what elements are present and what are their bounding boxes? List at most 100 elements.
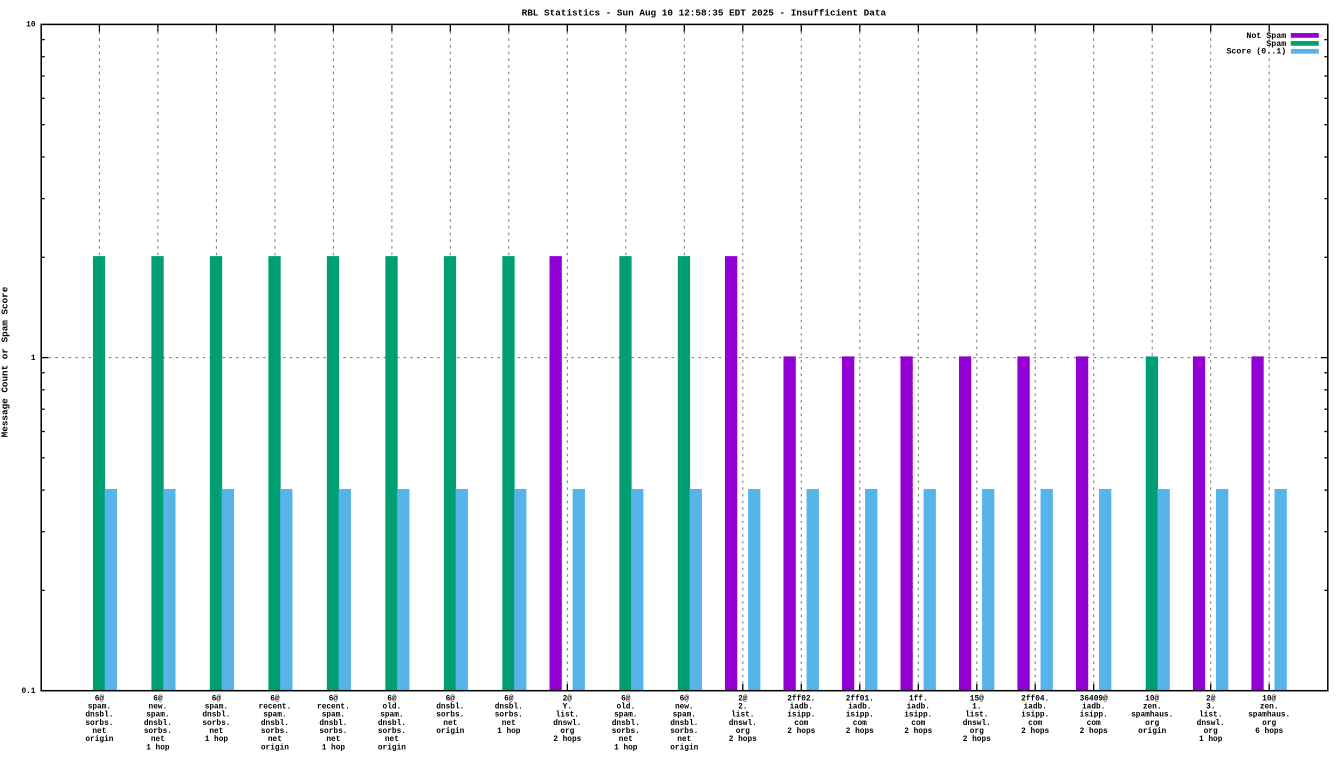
svg-text:isipp.: isipp. bbox=[904, 712, 932, 720]
svg-text:recent.: recent. bbox=[317, 704, 350, 712]
svg-text:1.: 1. bbox=[972, 704, 981, 712]
svg-text:1 hop: 1 hop bbox=[1199, 736, 1223, 744]
svg-text:dnsbl.: dnsbl. bbox=[144, 720, 172, 728]
svg-text:dnsbl.: dnsbl. bbox=[319, 720, 347, 728]
svg-text:sorbs.: sorbs. bbox=[612, 728, 640, 736]
svg-text:dnswl.: dnswl. bbox=[1197, 720, 1225, 728]
svg-text:6@: 6@ bbox=[270, 695, 280, 703]
svg-text:1 hop: 1 hop bbox=[322, 744, 346, 752]
svg-text:com: com bbox=[853, 720, 867, 728]
svg-text:iadb.: iadb. bbox=[790, 704, 813, 712]
svg-text:origin: origin bbox=[1138, 728, 1166, 736]
svg-text:dnsbl.: dnsbl. bbox=[612, 720, 640, 728]
svg-text:dnsbl.: dnsbl. bbox=[670, 720, 698, 728]
svg-text:spam.: spam. bbox=[88, 704, 111, 712]
svg-text:Score (0..1): Score (0..1) bbox=[1226, 47, 1286, 57]
svg-text:6@: 6@ bbox=[212, 695, 222, 703]
svg-text:net: net bbox=[209, 728, 223, 736]
svg-text:Message Count or Spam Score: Message Count or Spam Score bbox=[0, 286, 11, 437]
svg-text:new.: new. bbox=[149, 704, 168, 712]
svg-text:6@: 6@ bbox=[153, 695, 163, 703]
svg-text:dnsbl.: dnsbl. bbox=[261, 720, 289, 728]
svg-text:list.: list. bbox=[556, 712, 579, 720]
svg-text:iadb.: iadb. bbox=[1082, 704, 1105, 712]
svg-text:dnsbl.: dnsbl. bbox=[495, 704, 523, 712]
svg-text:36409@: 36409@ bbox=[1080, 695, 1108, 703]
svg-text:net: net bbox=[677, 736, 691, 744]
svg-text:2 hops: 2 hops bbox=[963, 736, 991, 744]
svg-text:com: com bbox=[911, 720, 925, 728]
svg-text:sorbs.: sorbs. bbox=[436, 712, 464, 720]
svg-text:1 hop: 1 hop bbox=[497, 728, 521, 736]
svg-text:isipp.: isipp. bbox=[846, 712, 874, 720]
svg-text:zen.: zen. bbox=[1143, 704, 1162, 712]
svg-text:spam.: spam. bbox=[322, 712, 345, 720]
svg-text:net: net bbox=[443, 720, 457, 728]
svg-text:origin: origin bbox=[85, 736, 113, 744]
svg-text:org: org bbox=[1262, 720, 1276, 728]
svg-text:Y.: Y. bbox=[563, 704, 572, 712]
svg-text:iadb.: iadb. bbox=[848, 704, 871, 712]
svg-text:spam.: spam. bbox=[205, 704, 228, 712]
svg-text:6 hops: 6 hops bbox=[1255, 728, 1283, 736]
svg-text:dnswl.: dnswl. bbox=[963, 720, 991, 728]
svg-text:6@: 6@ bbox=[446, 695, 456, 703]
svg-text:spam.: spam. bbox=[614, 712, 637, 720]
svg-text:sorbs.: sorbs. bbox=[378, 728, 406, 736]
svg-text:2 hops: 2 hops bbox=[729, 736, 757, 744]
svg-text:2 hops: 2 hops bbox=[1021, 728, 1049, 736]
svg-text:6@: 6@ bbox=[621, 695, 631, 703]
svg-text:net: net bbox=[92, 728, 106, 736]
svg-text:2@: 2@ bbox=[738, 695, 748, 703]
svg-text:sorbs.: sorbs. bbox=[495, 712, 523, 720]
svg-text:2 hops: 2 hops bbox=[846, 728, 874, 736]
svg-text:1 hop: 1 hop bbox=[205, 736, 229, 744]
svg-text:dnswl.: dnswl. bbox=[553, 720, 581, 728]
svg-text:sorbs.: sorbs. bbox=[670, 728, 698, 736]
svg-text:org: org bbox=[560, 728, 574, 736]
svg-text:spam.: spam. bbox=[263, 712, 286, 720]
svg-text:spamhaus.: spamhaus. bbox=[1131, 712, 1173, 720]
svg-text:6@: 6@ bbox=[95, 695, 105, 703]
svg-text:net: net bbox=[151, 736, 165, 744]
svg-text:old.: old. bbox=[383, 704, 402, 712]
svg-text:15@: 15@ bbox=[970, 695, 984, 703]
svg-text:Spam: Spam bbox=[1266, 40, 1286, 49]
svg-text:zen.: zen. bbox=[1260, 704, 1279, 712]
svg-text:1ff.: 1ff. bbox=[909, 695, 928, 703]
svg-text:origin: origin bbox=[670, 744, 698, 752]
svg-text:2 hops: 2 hops bbox=[553, 736, 581, 744]
svg-text:0.1: 0.1 bbox=[21, 688, 35, 696]
svg-text:2ff01.: 2ff01. bbox=[846, 695, 874, 703]
svg-text:6@: 6@ bbox=[387, 695, 397, 703]
svg-text:com: com bbox=[1028, 720, 1042, 728]
svg-text:2 hops: 2 hops bbox=[1080, 728, 1108, 736]
svg-text:1 hop: 1 hop bbox=[614, 744, 638, 752]
svg-text:2 hops: 2 hops bbox=[904, 728, 932, 736]
svg-text:1 hop: 1 hop bbox=[146, 744, 170, 752]
svg-text:dnsbl.: dnsbl. bbox=[436, 704, 464, 712]
svg-text:recent.: recent. bbox=[259, 704, 292, 712]
svg-text:isipp.: isipp. bbox=[787, 712, 815, 720]
svg-text:6@: 6@ bbox=[329, 695, 339, 703]
svg-text:net: net bbox=[385, 736, 399, 744]
svg-text:com: com bbox=[1087, 720, 1101, 728]
svg-text:sorbs.: sorbs. bbox=[202, 720, 230, 728]
svg-text:list.: list. bbox=[1199, 712, 1222, 720]
svg-text:org: org bbox=[1145, 720, 1159, 728]
svg-text:net: net bbox=[619, 736, 633, 744]
svg-text:spam.: spam. bbox=[673, 712, 696, 720]
svg-text:origin: origin bbox=[378, 744, 406, 752]
svg-text:2ff02.: 2ff02. bbox=[787, 695, 815, 703]
svg-text:spamhaus.: spamhaus. bbox=[1248, 712, 1290, 720]
svg-text:Not Spam: Not Spam bbox=[1246, 32, 1286, 41]
svg-text:10@: 10@ bbox=[1145, 695, 1159, 703]
svg-text:10: 10 bbox=[26, 22, 36, 30]
svg-text:isipp.: isipp. bbox=[1080, 712, 1108, 720]
svg-text:new.: new. bbox=[675, 704, 694, 712]
svg-text:dnsbl.: dnsbl. bbox=[85, 712, 113, 720]
svg-text:6@: 6@ bbox=[680, 695, 690, 703]
svg-text:dnsbl.: dnsbl. bbox=[378, 720, 406, 728]
svg-text:com: com bbox=[794, 720, 808, 728]
svg-text:2@: 2@ bbox=[1206, 695, 1216, 703]
